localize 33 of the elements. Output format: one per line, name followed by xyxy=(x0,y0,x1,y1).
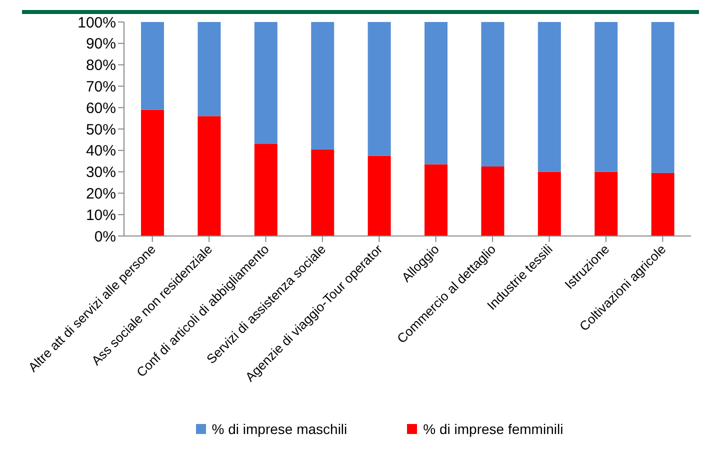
y-tick-label: 40% xyxy=(86,142,116,160)
bar xyxy=(311,149,334,236)
bar xyxy=(254,144,278,236)
y-tick-label: 80% xyxy=(86,57,116,74)
bar xyxy=(254,22,278,144)
bar xyxy=(141,110,164,236)
bar xyxy=(538,172,561,236)
bar xyxy=(538,22,561,172)
bar xyxy=(198,22,221,116)
bar xyxy=(481,22,504,166)
legend-label: % di imprese femminili xyxy=(422,421,564,437)
y-tick-label: 10% xyxy=(86,206,116,224)
bar xyxy=(368,156,391,236)
y-tick-label: 20% xyxy=(86,186,116,203)
bar xyxy=(424,22,448,164)
y-tick-label: 90% xyxy=(86,36,116,53)
y-tick-label: 60% xyxy=(86,100,116,117)
legend-label: % di imprese maschili xyxy=(210,421,348,437)
bar xyxy=(594,172,618,236)
bar xyxy=(424,164,448,236)
bar xyxy=(198,116,221,236)
bar xyxy=(481,166,504,236)
y-tick-label: 30% xyxy=(86,164,116,182)
bar xyxy=(651,172,674,236)
y-tick-label: 70% xyxy=(86,78,116,96)
bar xyxy=(368,22,391,156)
y-tick-label: 0% xyxy=(94,228,116,246)
bar xyxy=(594,22,618,172)
bar xyxy=(141,22,164,110)
bar xyxy=(651,22,674,173)
y-tick-label: 100% xyxy=(78,14,116,32)
y-tick-label: 50% xyxy=(86,121,116,138)
bar xyxy=(311,22,334,150)
